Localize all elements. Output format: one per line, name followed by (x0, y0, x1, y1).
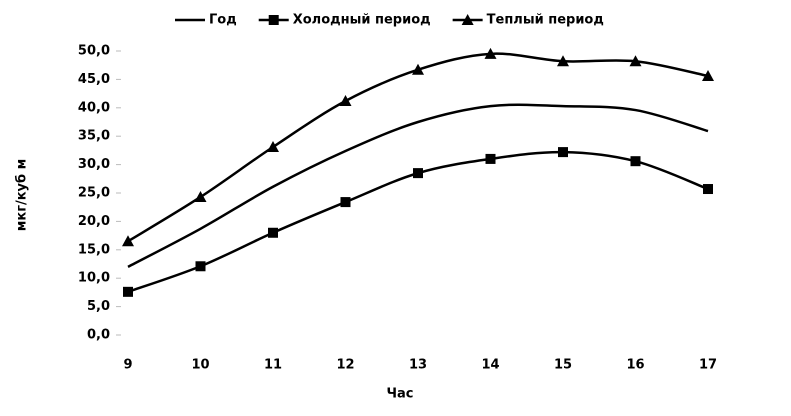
series-line (127, 52, 709, 243)
y-tick-label: 45,0 (78, 72, 110, 87)
marker (630, 156, 641, 167)
marker (484, 47, 497, 59)
x-tick-label: 13 (409, 358, 427, 373)
marker (412, 63, 424, 75)
marker (194, 190, 207, 202)
x-tick-label: 16 (626, 358, 644, 373)
x-tick-label: 10 (191, 358, 209, 373)
marker (195, 261, 206, 272)
y-tick-label: 50,0 (78, 44, 110, 59)
x-tick-label: 12 (336, 358, 354, 373)
x-tick-label: 17 (699, 358, 717, 373)
marker (267, 140, 279, 152)
y-tick-label: 0,0 (87, 328, 110, 343)
marker (268, 227, 278, 238)
marker (123, 286, 133, 297)
y-tick-label: 15,0 (78, 242, 110, 257)
y-tick-label: 5,0 (87, 299, 110, 314)
marker (703, 184, 713, 195)
marker (558, 147, 568, 158)
y-tick-label: 30,0 (78, 157, 110, 172)
y-tick-label: 10,0 (78, 271, 110, 286)
x-tick-label: 15 (554, 358, 572, 373)
marker (339, 94, 352, 106)
legend-label: Теплый период (487, 13, 604, 28)
legend-marker (268, 15, 279, 25)
marker (702, 69, 714, 81)
y-axis-label: мкг/куб м (15, 159, 30, 232)
marker (340, 197, 351, 208)
y-tick-label: 40,0 (78, 100, 110, 115)
y-tick-label: 20,0 (78, 214, 110, 229)
legend-label: Год (209, 13, 237, 28)
y-tick-label: 35,0 (78, 129, 110, 144)
x-tick-label: 14 (481, 358, 499, 373)
marker (485, 153, 496, 164)
marker (557, 55, 569, 67)
x-tick-label: 11 (264, 358, 282, 373)
legend-label: Холодный период (293, 13, 431, 28)
marker (413, 168, 423, 179)
x-tick-label: 9 (123, 358, 132, 373)
legend-marker (461, 14, 474, 25)
marker (629, 55, 642, 67)
series-line (127, 103, 709, 268)
x-axis-label: Час (387, 387, 414, 402)
marker (122, 235, 134, 247)
y-tick-label: 25,0 (78, 186, 110, 201)
